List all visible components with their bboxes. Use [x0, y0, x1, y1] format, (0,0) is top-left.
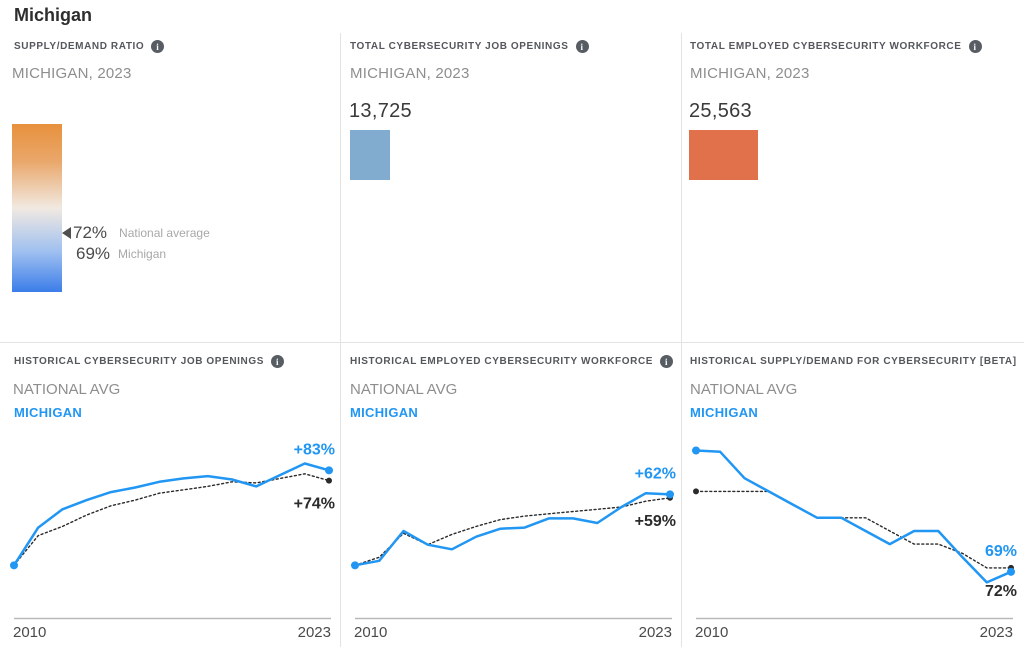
data-point-dot — [693, 488, 699, 495]
supply-demand-marker: 72% National average 69% Michigan — [62, 222, 210, 264]
panel-subtitle: MICHIGAN, 2023 — [12, 65, 132, 82]
x-tick-start: 2010 — [13, 624, 46, 641]
x-tick-end: 2023 — [298, 624, 331, 641]
historical-supply-demand-chart: 2010 2023 72% 69% — [682, 421, 1023, 647]
legend-michigan: MICHIGAN — [14, 405, 83, 420]
page-title: Michigan — [14, 5, 93, 25]
state-ratio-value: 69% — [76, 243, 111, 263]
info-icon[interactable]: i — [151, 40, 165, 53]
series-line-michigan — [353, 491, 672, 567]
panel-total-job-openings: TOTAL CYBERSECURITY JOB OPENINGS i MICHI… — [341, 33, 682, 342]
panel-header-label: HISTORICAL EMPLOYED CYBERSECURITY WORKFO… — [350, 356, 654, 367]
panel-supply-demand-ratio: SUPPLY/DEMAND RATIO i MICHIGAN, 2023 72%… — [0, 33, 341, 342]
data-point-dot — [692, 446, 700, 455]
top-row: SUPPLY/DEMAND RATIO i MICHIGAN, 2023 72%… — [0, 33, 1024, 342]
historical-employed-workforce-chart: 2010 2023 +59% +62% — [341, 421, 682, 647]
info-icon[interactable]: i — [968, 40, 982, 53]
panel-historical-employed-workforce: HISTORICAL EMPLOYED CYBERSECURITY WORKFO… — [341, 343, 682, 647]
legend-michigan: MICHIGAN — [690, 405, 759, 420]
series-line-national-avg — [695, 490, 1012, 569]
panel-header-label: TOTAL EMPLOYED CYBERSECURITY WORKFORCE — [690, 41, 962, 52]
info-icon[interactable]: i — [575, 40, 589, 53]
x-tick-end: 2023 — [639, 624, 672, 641]
national-average-row: 72% National average — [62, 222, 210, 243]
data-point-dot — [666, 490, 674, 499]
marker-triangle-icon — [62, 226, 71, 239]
info-icon[interactable]: i — [271, 355, 285, 368]
line-chart-svg: 2010 2023 +74% +83% — [10, 441, 335, 641]
end-value-label: 69% — [985, 543, 1017, 560]
job-openings-value: 13,725 — [349, 100, 412, 122]
employed-workforce-bar — [689, 130, 758, 180]
panel-historical-supply-demand: HISTORICAL SUPPLY/DEMAND FOR CYBERSECURI… — [682, 343, 1024, 647]
panel-header-label: TOTAL CYBERSECURITY JOB OPENINGS — [350, 41, 569, 52]
end-value-label: 72% — [985, 583, 1017, 600]
panel-header-label: HISTORICAL SUPPLY/DEMAND FOR CYBERSECURI… — [690, 356, 1017, 367]
legend-national-avg: NATIONAL AVG — [13, 381, 121, 398]
line-chart-svg: 2010 2023 +59% +62% — [351, 465, 676, 641]
panel-historical-job-openings: HISTORICAL CYBERSECURITY JOB OPENINGS i … — [0, 343, 341, 647]
data-point-dot — [326, 477, 332, 484]
supply-demand-gradient-bar — [12, 124, 62, 292]
data-point-dot — [1007, 567, 1015, 576]
line-chart-svg: 2010 2023 72% 69% — [692, 446, 1017, 641]
series-line-national-avg — [13, 473, 330, 567]
job-openings-bar — [350, 130, 390, 180]
state-ratio-label: Michigan — [118, 246, 167, 261]
x-tick-start: 2010 — [695, 624, 728, 641]
panel-header-label: HISTORICAL CYBERSECURITY JOB OPENINGS — [14, 356, 265, 367]
panel-total-employed-workforce: TOTAL EMPLOYED CYBERSECURITY WORKFORCE i… — [682, 33, 1023, 342]
end-value-label: +74% — [294, 496, 335, 513]
panel-header-label: SUPPLY/DEMAND RATIO — [14, 41, 145, 52]
employed-workforce-value: 25,563 — [689, 100, 752, 122]
panel-subtitle: MICHIGAN, 2023 — [350, 65, 470, 82]
x-tick-end: 2023 — [980, 624, 1013, 641]
info-icon[interactable]: i — [660, 355, 674, 368]
x-tick-start: 2010 — [354, 624, 387, 641]
end-value-label: +83% — [294, 441, 335, 458]
series-line-national-avg — [354, 497, 671, 567]
state-ratio-row: 69% Michigan — [62, 243, 210, 264]
series-line-michigan — [12, 462, 331, 567]
series-line-michigan — [694, 449, 1013, 584]
end-value-label: +62% — [635, 465, 676, 482]
data-point-dot — [10, 561, 18, 570]
end-value-label: +59% — [635, 513, 676, 530]
national-average-label: National average — [119, 225, 210, 240]
panel-subtitle: MICHIGAN, 2023 — [690, 65, 810, 82]
data-point-dot — [351, 561, 359, 570]
bottom-row: HISTORICAL CYBERSECURITY JOB OPENINGS i … — [0, 342, 1024, 647]
national-average-value: 72% — [73, 222, 108, 242]
legend-michigan: MICHIGAN — [350, 405, 419, 420]
historical-job-openings-chart: 2010 2023 +74% +83% — [0, 421, 341, 647]
legend-national-avg: NATIONAL AVG — [690, 381, 798, 398]
legend-national-avg: NATIONAL AVG — [350, 381, 458, 398]
data-point-dot — [325, 466, 333, 475]
